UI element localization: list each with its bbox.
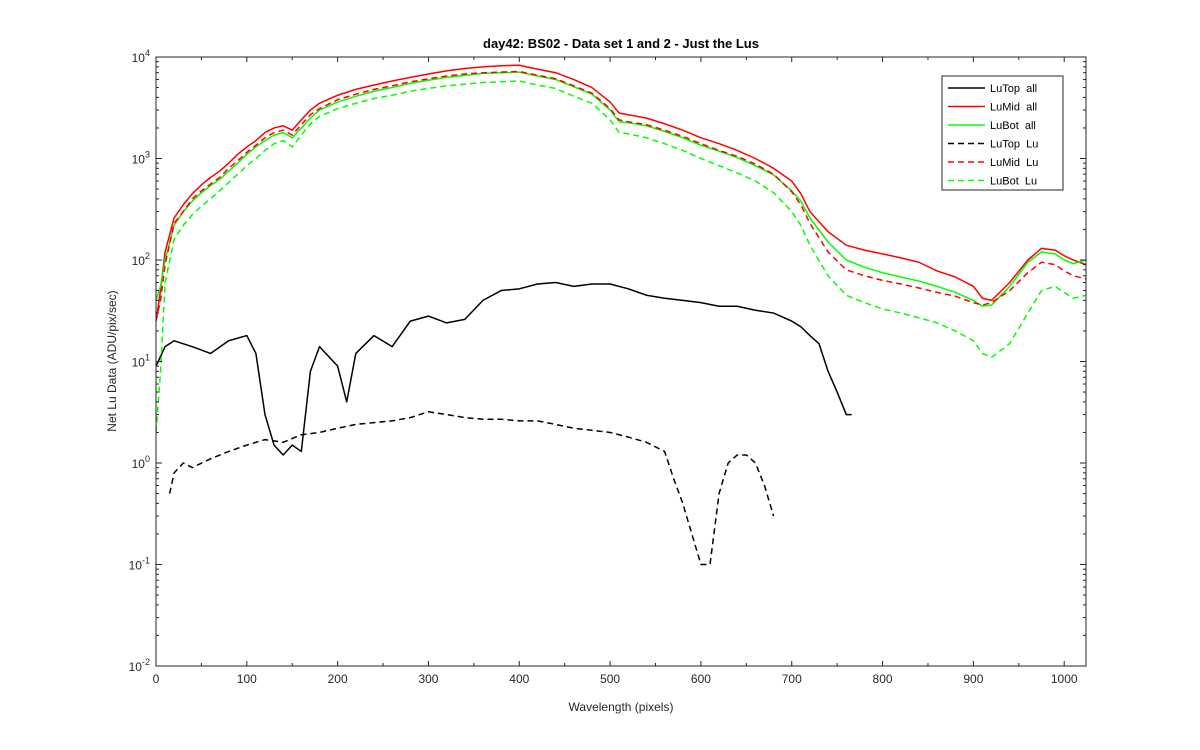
x-tick-label: 200 [328, 672, 348, 686]
x-tick-label: 900 [963, 672, 983, 686]
y-tick-label: 101 [132, 353, 150, 370]
plot-area: 0 100 200 300 400 500 600 700 800 900 1000 10-2 10-1… [129, 48, 1087, 686]
x-tick-label: 0 [153, 672, 160, 686]
x-tick-label: 300 [418, 672, 438, 686]
x-axis-label: Wavelength (pixels) [569, 700, 674, 714]
x-tick-label: 600 [691, 672, 711, 686]
x-tick-label: 700 [782, 672, 802, 686]
series-layer [156, 64, 1086, 566]
ticks-layer: 0 100 200 300 400 500 600 700 800 900 1000 10-2 10-1… [129, 48, 1086, 686]
x-tick-label: 100 [237, 672, 257, 686]
series-line-4 [168, 410, 775, 566]
x-tick-label: 800 [873, 672, 893, 686]
x-tick-label: 400 [509, 672, 529, 686]
legend-entry-5: LuMid Lu [990, 157, 1038, 169]
chart-title: day42: BS02 - Data set 1 and 2 - Just th… [483, 36, 759, 51]
legend-entry-1: LuTop all [990, 83, 1037, 95]
series-line-3 [156, 71, 1086, 308]
legend-entry-3: LuBot all [990, 120, 1036, 132]
y-tick-label: 10-2 [129, 657, 150, 674]
y-tick-label: 100 [132, 454, 150, 471]
legend-entry-4: LuTop Lu [990, 139, 1038, 151]
x-tick-label: 1000 [1051, 672, 1078, 686]
legend: LuTop all LuMid all LuBot all LuTop Lu LuMid… [941, 75, 1064, 191]
legend-entry-2: LuMid all [990, 102, 1037, 114]
series-line-6 [156, 80, 1086, 433]
y-tick-label: 10-1 [129, 556, 150, 573]
series-line-1 [156, 281, 852, 456]
series-line-2 [156, 64, 1086, 322]
x-tick-label: 500 [600, 672, 620, 686]
legend-box [941, 75, 1064, 191]
plot-background [156, 57, 1086, 666]
y-tick-label: 103 [132, 150, 150, 167]
y-axis-label: Net Lu Data (ADU/pix/sec) [105, 290, 119, 431]
y-tick-label: 104 [132, 48, 150, 65]
series-line-5 [156, 70, 1086, 322]
y-tick-label: 102 [132, 251, 150, 268]
legend-entry-6: LuBot Lu [990, 176, 1037, 188]
